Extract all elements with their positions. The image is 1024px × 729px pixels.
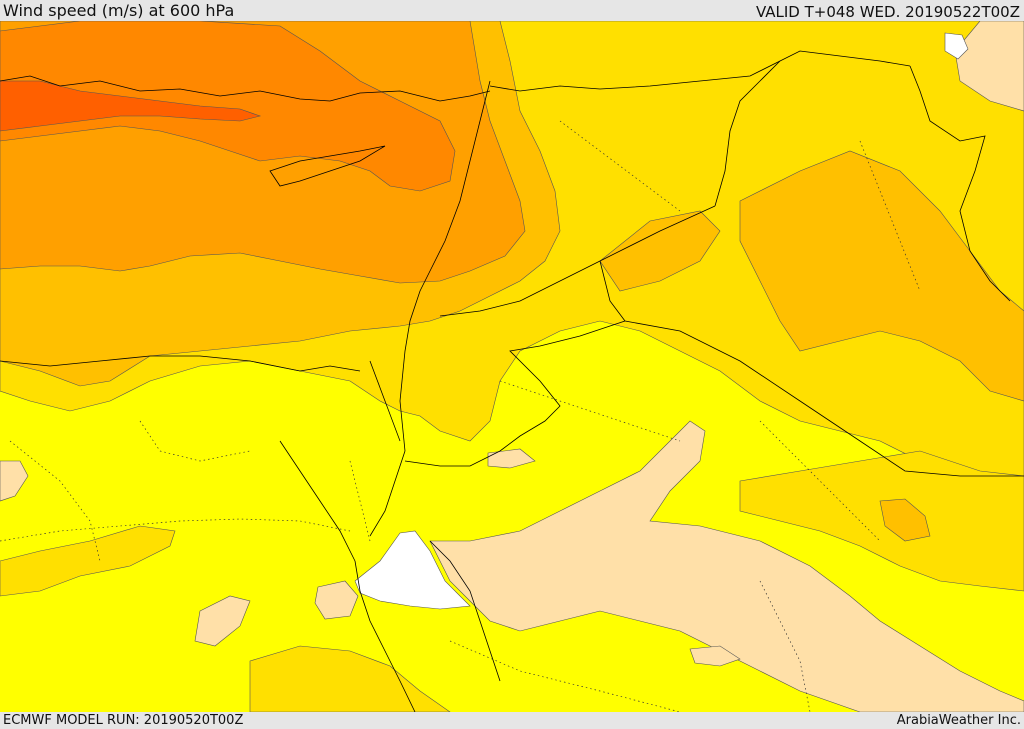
band-high-east	[739, 150, 1024, 402]
band-low-patch-1	[487, 448, 536, 469]
band-high-east-2	[599, 210, 721, 292]
band-low-patch-3	[314, 580, 359, 620]
band-low-arabia	[429, 420, 1024, 712]
valid-time: VALID T+048 WED. 20190522T00Z	[755, 3, 1020, 21]
band-lowest	[354, 530, 471, 610]
header-bar: Wind speed (m/s) at 600 hPa VALID T+048 …	[0, 0, 1024, 21]
map-inner-borders	[0, 120, 921, 712]
band-lowest-north	[944, 32, 969, 60]
band-mid-high-southeast	[739, 450, 1024, 592]
band-mid-high-southwest	[0, 525, 176, 597]
credit-text: ArabiaWeather Inc.	[896, 713, 1021, 728]
band-high-south-patch	[879, 498, 931, 542]
band-low-patch-2	[194, 595, 251, 647]
model-run: ECMWF MODEL RUN: 20190520T00Z	[3, 713, 244, 728]
map-title: Wind speed (m/s) at 600 hPa	[3, 1, 235, 20]
map-borders	[0, 50, 1024, 712]
band-low-west	[0, 460, 29, 502]
wind-speed-map[interactable]	[0, 21, 1024, 712]
band-mid-high-south	[249, 645, 451, 712]
band-max	[0, 80, 262, 132]
footer-bar: ECMWF MODEL RUN: 20190520T00Z ArabiaWeat…	[0, 712, 1024, 729]
band-low-patch-4	[689, 645, 741, 667]
band-very-high	[0, 21, 456, 192]
